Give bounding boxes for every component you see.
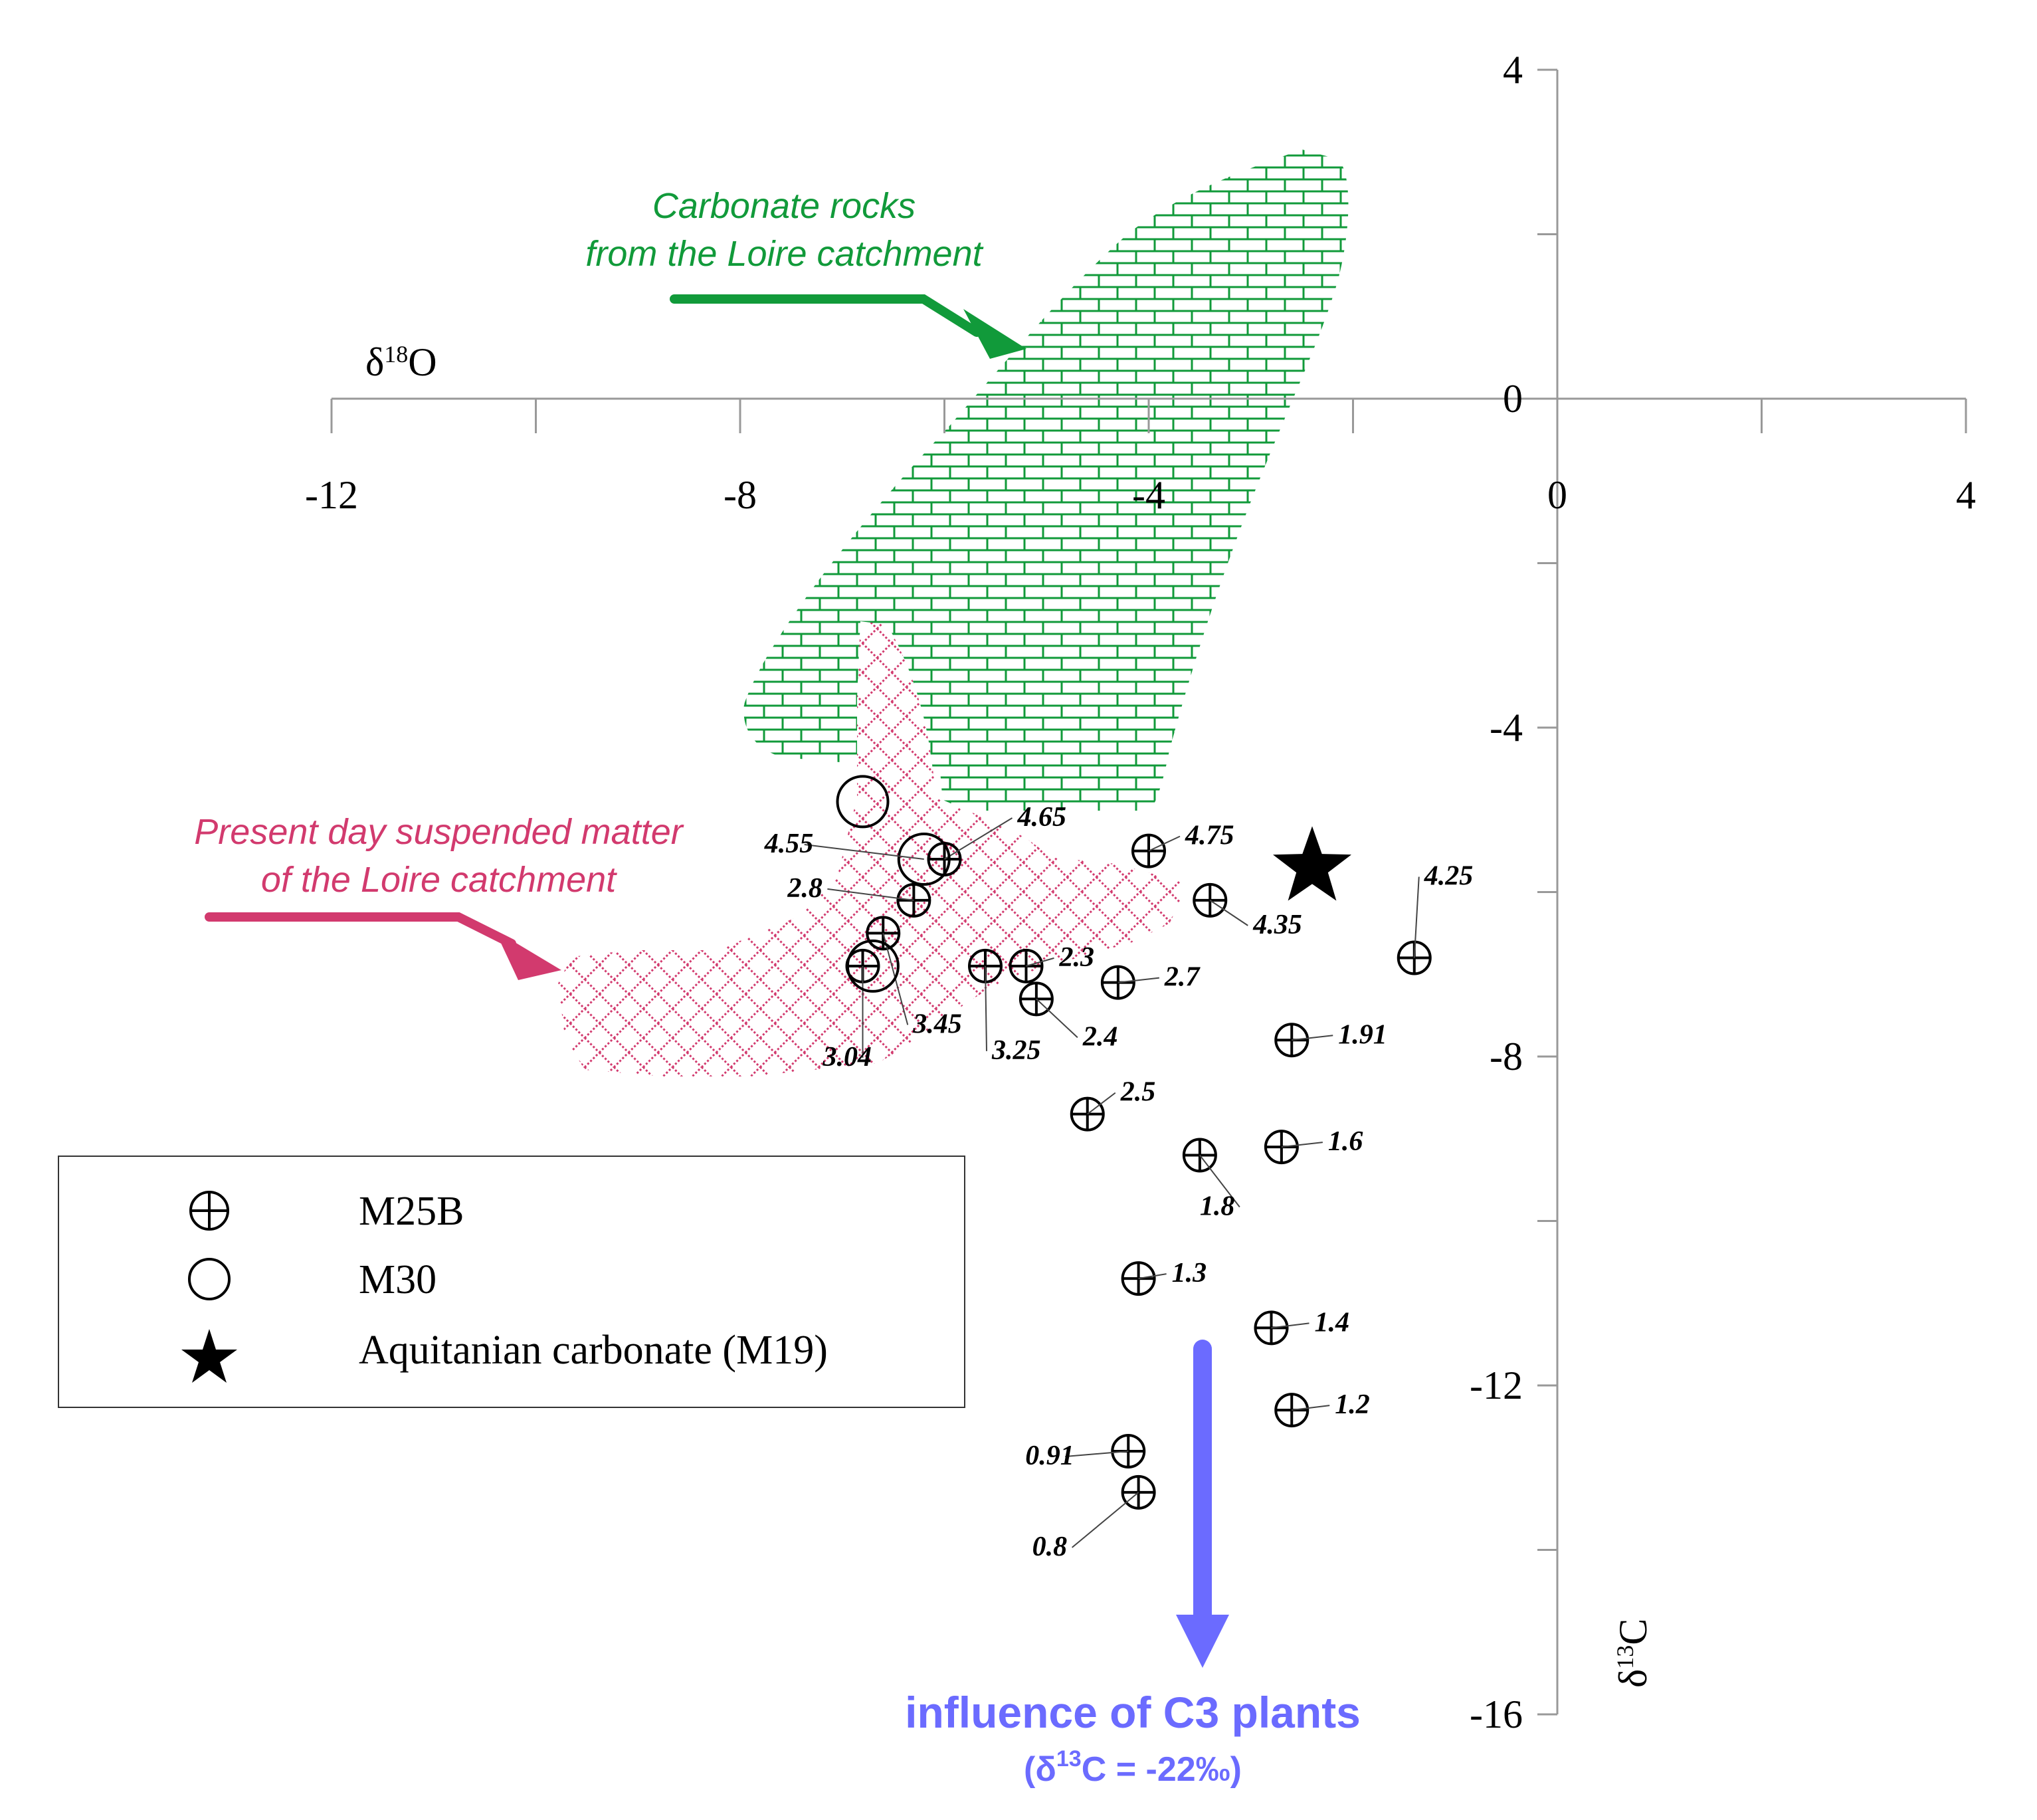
- point-leader-line: [1292, 1035, 1333, 1041]
- point-label: 2.7: [1164, 962, 1201, 993]
- data-points: 4.75 4.35 4.25 4.65 2.8 3.45 3.04 3.25 2.3 2.4 2.7…: [764, 775, 1474, 1562]
- legend-marker-m25b: [189, 1191, 229, 1231]
- c3-arrow-head: [1176, 1615, 1229, 1668]
- point-leader-line: [804, 844, 924, 860]
- m30-point: [846, 939, 900, 993]
- point-label: 2.8: [787, 873, 823, 904]
- point-leader-line: [1292, 1405, 1330, 1411]
- point-leader-line: [1117, 977, 1159, 983]
- carbonate-arrow: [670, 294, 981, 337]
- point-label: 3.25: [991, 1035, 1041, 1066]
- legend: M25B M30 Aquitanian carbonate (M19): [58, 1156, 965, 1408]
- suspended-matter-region: [558, 621, 1189, 1076]
- point-label: 1.8: [1200, 1191, 1235, 1222]
- point-label: 4.25: [1424, 861, 1474, 892]
- point-leader-line: [1065, 1451, 1129, 1457]
- point-leader-line: [1026, 957, 1054, 967]
- y-tick-label: -4: [1490, 706, 1523, 750]
- y-axis-title: δ13C: [1611, 1619, 1655, 1688]
- c3-title: influence of C3 plants: [905, 1688, 1361, 1737]
- point-leader-line: [1413, 876, 1420, 958]
- point-leader-line: [943, 817, 1013, 860]
- x-tick-label: -8: [724, 473, 757, 517]
- legend-label-m25b: M25B: [359, 1189, 464, 1234]
- legend-label-m19: Aquitanian carbonate (M19): [359, 1328, 828, 1373]
- x-tick-label: -4: [1132, 473, 1165, 517]
- x-tick-label: -12: [305, 473, 358, 517]
- point-label: 4.65: [1017, 802, 1067, 833]
- point-leader-line: [1138, 1273, 1167, 1280]
- suspended-arrow-head: [495, 930, 561, 980]
- point-leader-line: [1271, 1322, 1310, 1329]
- point-label: 1.4: [1315, 1307, 1350, 1338]
- y-tick-label: -16: [1470, 1692, 1523, 1736]
- point-label: 2.3: [1059, 942, 1095, 973]
- point-label: 4.75: [1185, 821, 1234, 851]
- suspended-arrow: [205, 912, 516, 948]
- y-tick-label: 0: [1503, 377, 1523, 421]
- point-leader-line: [1036, 998, 1078, 1039]
- point-leader-line: [1087, 1092, 1116, 1115]
- point-label: 1.3: [1172, 1258, 1207, 1288]
- legend-marker-m30: [188, 1258, 231, 1300]
- carbonate-label-line1: Carbonate rocks: [652, 186, 916, 226]
- point-leader-line: [1071, 1492, 1139, 1548]
- c3-subtitle: (δ13C = -22‰): [1024, 1746, 1242, 1789]
- m30-point: [897, 833, 951, 886]
- point-label: 4.35: [1252, 910, 1302, 940]
- axes: -12 -8 -4 0 4 4 0 -4 -8 -12 -16: [305, 48, 1976, 1736]
- point-label: 2.4: [1082, 1021, 1118, 1052]
- point-label: 3.04: [823, 1042, 872, 1072]
- suspended-label-line1: Present day suspended matter: [194, 812, 684, 852]
- point-leader-line: [827, 888, 914, 901]
- legend-label-m30: M30: [359, 1257, 436, 1302]
- y-tick-label: 4: [1503, 48, 1523, 92]
- point-label: 3.45: [912, 1009, 962, 1039]
- point-leader-line: [985, 965, 987, 1051]
- point-leader-line: [1199, 1154, 1240, 1208]
- x-tick-label: 4: [1956, 473, 1976, 517]
- legend-marker-star: [181, 1329, 237, 1383]
- point-label: 1.91: [1338, 1019, 1387, 1050]
- m19-point: [1273, 826, 1351, 901]
- point-label: 1.6: [1328, 1126, 1363, 1157]
- point-label: 0.8: [1032, 1532, 1068, 1562]
- carbonate-arrow-head: [963, 309, 1026, 359]
- y-tick-label: -12: [1470, 1364, 1523, 1407]
- x-axis-title: δ18O: [365, 340, 437, 384]
- point-label: 0.91: [1025, 1441, 1074, 1471]
- point-leader-line: [1281, 1142, 1323, 1148]
- x-tick-label: 0: [1547, 473, 1567, 517]
- point-label: 1.2: [1335, 1389, 1370, 1420]
- point-leader-line: [1209, 900, 1248, 926]
- carbonate-label-line2: from the Loire catchment: [585, 234, 983, 274]
- suspended-label-line2: of the Loire catchment: [261, 860, 617, 900]
- m30-point: [836, 775, 890, 829]
- point-label: 2.5: [1120, 1077, 1156, 1108]
- point-label: 4.55: [764, 829, 814, 859]
- y-tick-label: -8: [1490, 1035, 1523, 1078]
- point-leader-line: [1148, 835, 1181, 852]
